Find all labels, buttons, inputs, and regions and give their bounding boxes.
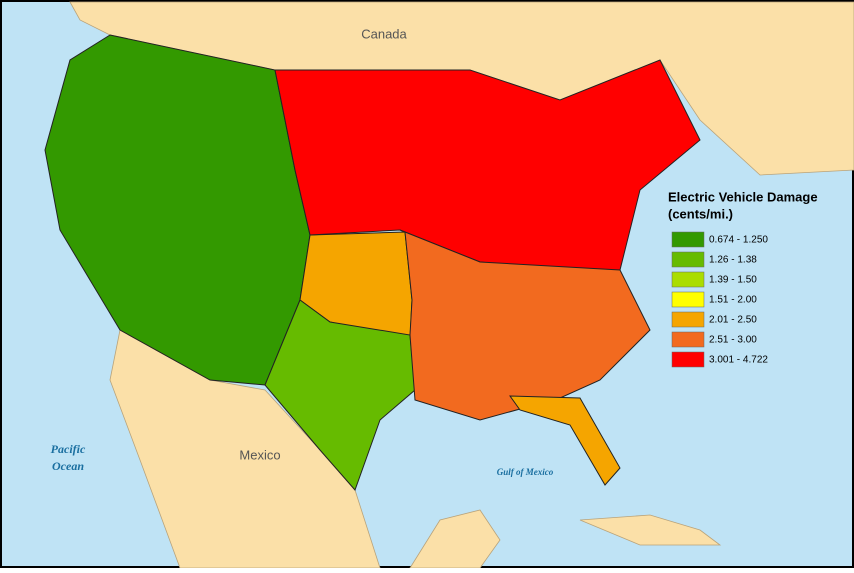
region-florida <box>509 395 621 486</box>
legend-swatch <box>671 351 705 368</box>
legend-label: 2.51 - 3.00 <box>709 335 757 346</box>
mexico-land <box>109 329 381 569</box>
sea-label: Gulf of Mexico <box>497 467 554 477</box>
legend-label: 2.01 - 2.50 <box>709 315 757 326</box>
legend-swatch <box>671 311 705 328</box>
legend-swatch <box>671 271 705 288</box>
cuba <box>579 514 722 546</box>
legend-swatch <box>671 291 705 308</box>
legend-label: 3.001 - 4.722 <box>709 355 768 366</box>
legend-title: (cents/mi.) <box>668 206 733 221</box>
legend-label: 1.51 - 2.00 <box>709 295 757 306</box>
legend-label: 1.39 - 1.50 <box>709 275 757 286</box>
legend-swatch <box>671 231 705 248</box>
legend-label: 1.26 - 1.38 <box>709 255 757 266</box>
legend-label: 0.674 - 1.250 <box>709 235 768 246</box>
country-label: Mexico <box>239 447 280 462</box>
legend-swatch <box>671 331 705 348</box>
ocean-label: Ocean <box>52 459 84 473</box>
legend-swatch <box>671 251 705 268</box>
country-label: Canada <box>361 26 407 41</box>
ocean-label: Pacific <box>51 442 86 456</box>
legend-title: Electric Vehicle Damage <box>668 189 818 204</box>
